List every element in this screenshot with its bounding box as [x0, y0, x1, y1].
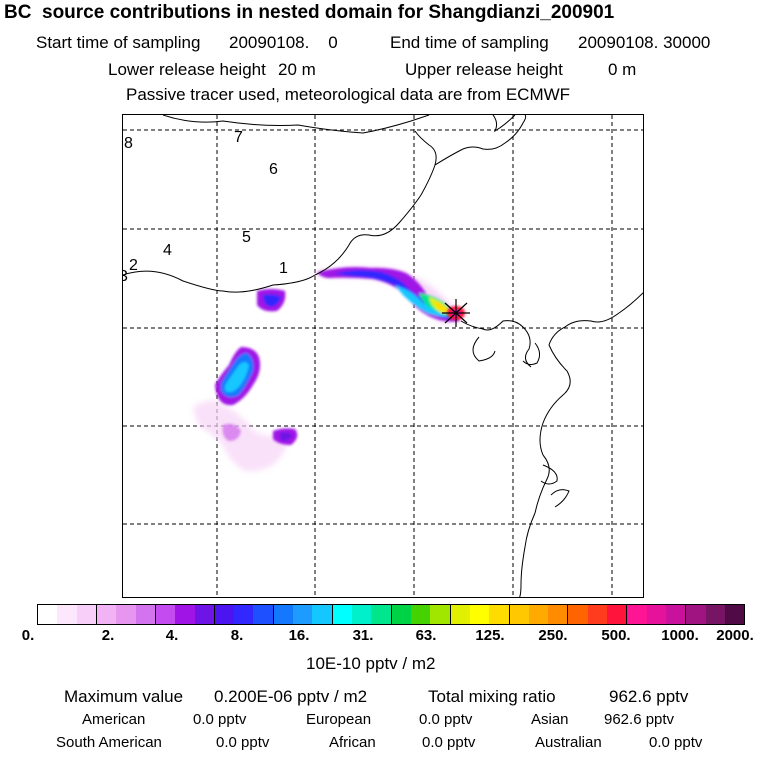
- colorbar-tick: 4.: [165, 627, 179, 644]
- start-time-label: Start time of sampling: [36, 33, 201, 52]
- region-label: 6: [269, 161, 278, 178]
- colorbar-swatch: [293, 605, 313, 624]
- colorbar-swatch: [332, 605, 352, 624]
- colorbar-tick: 63.: [415, 627, 437, 644]
- australian-value: 0.0 pptv: [649, 734, 703, 751]
- total-mixing-label: Total mixing ratio: [428, 687, 556, 706]
- colorbar-swatch: [724, 605, 745, 624]
- colorbar-swatch: [116, 605, 136, 624]
- colorbar-swatch: [312, 605, 333, 624]
- region-label: 3: [123, 268, 128, 286]
- colorbar-swatch: [273, 605, 294, 624]
- colorbar-swatch: [528, 605, 549, 624]
- colorbar-swatch: [587, 605, 608, 624]
- upper-height-label: Upper release height: [405, 60, 563, 79]
- colorbar-swatch: [253, 605, 274, 624]
- region-label: 2: [129, 257, 138, 274]
- region-label: 1: [279, 260, 288, 277]
- colorbar-tick: 125.: [475, 627, 505, 644]
- colorbar-swatch: [666, 605, 687, 624]
- colorbar-swatch: [568, 605, 588, 624]
- australian-label: Australian: [535, 734, 602, 751]
- colorbar-swatch: [391, 605, 411, 624]
- colorbar-swatch: [410, 605, 431, 624]
- colorbar-swatch: [155, 605, 176, 624]
- region-label: 4: [163, 242, 172, 259]
- asian-value: 962.6 pptv: [604, 711, 675, 728]
- colorbar-swatch: [234, 605, 254, 624]
- colorbar-tick: 2.: [101, 627, 115, 644]
- max-value-label: Maximum value: [64, 687, 184, 706]
- american-label: American: [82, 711, 146, 728]
- graticule: [123, 115, 643, 597]
- south-american-value: 0.0 pptv: [216, 734, 270, 751]
- colorbar-swatch: [96, 605, 117, 624]
- colorbar-swatch: [430, 605, 451, 624]
- lower-height-value: 20 m: [278, 60, 316, 79]
- colorbar-tick: 1000.: [661, 627, 699, 644]
- colorbar-unit: 10E-10 pptv / m2: [306, 654, 436, 673]
- colorbar-tick: 250.: [538, 627, 568, 644]
- colorbar-swatch: [450, 605, 470, 624]
- map-panel: 1 2 3 4 5 6 7 8: [122, 114, 644, 598]
- colorbar: [37, 604, 745, 625]
- colorbar-tick: 500.: [601, 627, 631, 644]
- receptor-star-icon: [442, 299, 470, 327]
- region-label: 5: [242, 229, 251, 246]
- upper-height-value: 0 m: [608, 60, 637, 79]
- colorbar-tick: 31.: [352, 627, 374, 644]
- tracer-note: Passive tracer used, meteorological data…: [126, 85, 571, 104]
- colorbar-swatch: [548, 605, 569, 624]
- colorbar-swatch: [57, 605, 77, 624]
- colorbar-swatch: [627, 605, 647, 624]
- colorbar-swatch: [646, 605, 666, 624]
- colorbar-swatch: [194, 605, 215, 624]
- colorbar-swatch: [76, 605, 97, 624]
- colorbar-swatch: [489, 605, 510, 624]
- asian-label: Asian: [531, 711, 569, 728]
- colorbar-tick: 0.: [21, 627, 35, 644]
- colorbar-swatch: [509, 605, 529, 624]
- end-time-value: 20090108. 30000: [578, 33, 711, 52]
- plot-title: BC source contributions in nested domain…: [4, 2, 615, 23]
- coastlines: [123, 115, 643, 597]
- region-label: 7: [234, 129, 243, 146]
- total-mixing-value: 962.6 pptv: [609, 687, 689, 706]
- colorbar-tick: 8.: [230, 627, 244, 644]
- start-time-value: 20090108. 0: [229, 33, 338, 52]
- colorbar-swatch: [38, 605, 58, 624]
- european-value: 0.0 pptv: [419, 711, 473, 728]
- colorbar-swatch: [214, 605, 235, 624]
- concentration-field: [193, 267, 465, 472]
- colorbar-swatch: [371, 605, 392, 624]
- map-canvas: [123, 115, 643, 597]
- african-label: African: [329, 734, 376, 751]
- colorbar-swatch: [686, 605, 706, 624]
- african-value: 0.0 pptv: [422, 734, 476, 751]
- colorbar-tick: 16.: [288, 627, 310, 644]
- colorbar-swatch: [705, 605, 725, 624]
- colorbar-swatch: [607, 605, 628, 624]
- colorbar-swatch: [469, 605, 490, 624]
- colorbar-swatch: [175, 605, 195, 624]
- south-american-label: South American: [56, 734, 162, 751]
- end-time-label: End time of sampling: [390, 33, 549, 52]
- region-label: 8: [124, 135, 133, 152]
- european-label: European: [306, 711, 372, 728]
- lower-height-label: Lower release height: [108, 60, 266, 79]
- colorbar-swatch: [135, 605, 156, 624]
- colorbar-tick: 2000.: [716, 627, 754, 644]
- american-value: 0.0 pptv: [193, 711, 247, 728]
- colorbar-swatch: [352, 605, 372, 624]
- max-value: 0.200E-06 pptv / m2: [214, 687, 368, 706]
